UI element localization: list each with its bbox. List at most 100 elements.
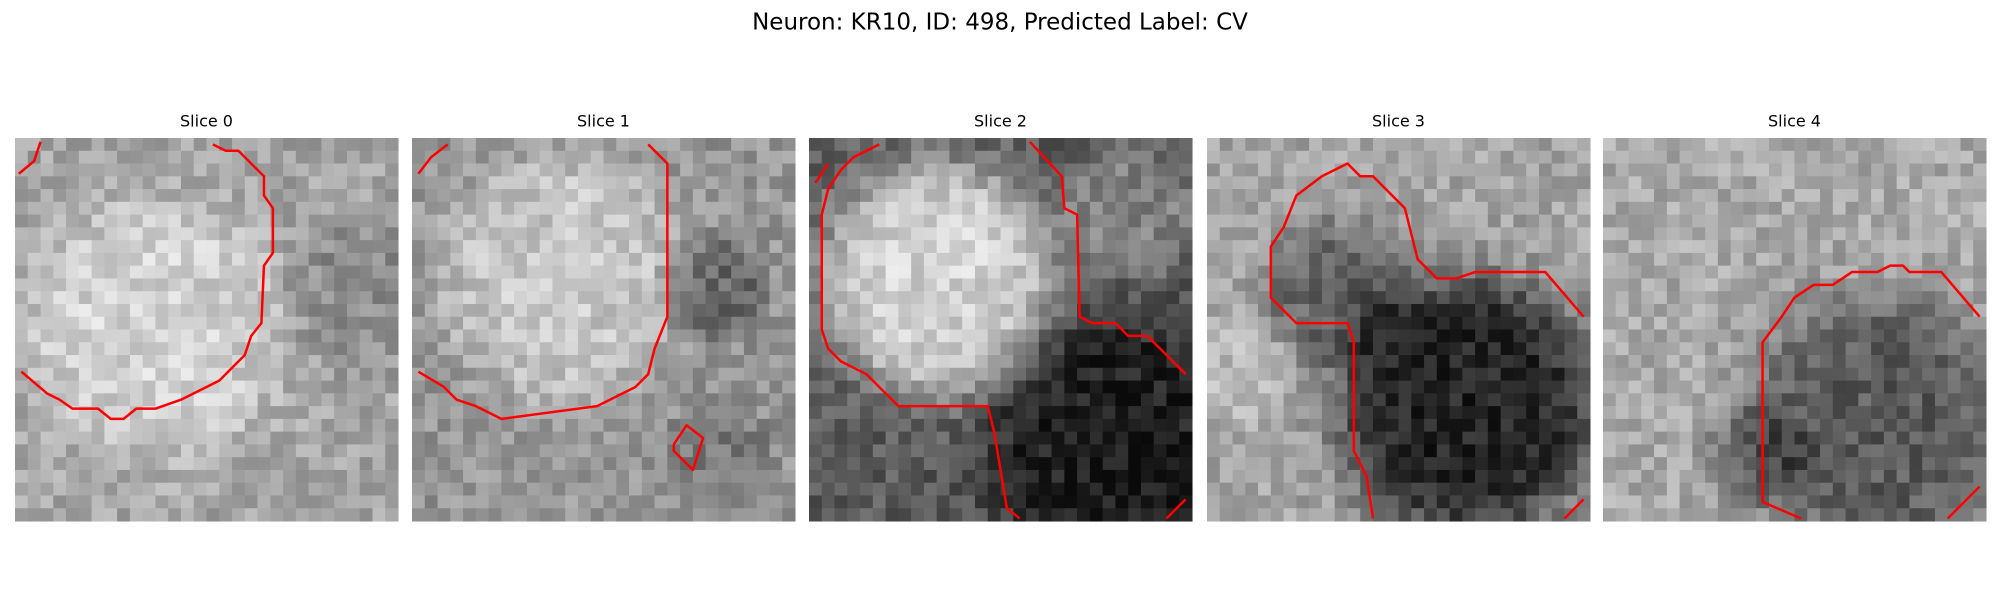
- image-pixel: [680, 163, 694, 177]
- image-pixel: [949, 252, 963, 267]
- image-pixel: [590, 291, 605, 305]
- image-pixel: [860, 163, 874, 177]
- image-pixel: [78, 495, 93, 509]
- image-pixel: [117, 495, 131, 509]
- image-pixel: [936, 380, 950, 394]
- image-pixel: [565, 189, 579, 203]
- image-pixel: [1922, 457, 1936, 471]
- image-pixel: [1807, 508, 1821, 522]
- image-pixel: [1909, 418, 1923, 433]
- image-pixel: [1385, 291, 1400, 305]
- image-pixel: [1922, 329, 1936, 343]
- image-pixel: [1845, 380, 1859, 394]
- image-pixel: [1115, 291, 1129, 305]
- image-pixel: [782, 176, 796, 190]
- image-pixel: [603, 418, 617, 433]
- image-pixel: [821, 176, 836, 190]
- image-pixel: [667, 495, 681, 509]
- image-pixel: [654, 457, 668, 471]
- image-pixel: [577, 176, 592, 190]
- image-pixel: [1424, 393, 1438, 407]
- image-pixel: [193, 457, 208, 471]
- image-pixel: [1820, 355, 1834, 369]
- image-pixel: [590, 150, 605, 165]
- image-pixel: [974, 291, 989, 305]
- image-pixel: [1102, 457, 1116, 471]
- image-pixel: [129, 201, 144, 216]
- image-pixel: [1449, 265, 1463, 279]
- image-pixel: [1896, 252, 1910, 267]
- image-pixel: [1781, 406, 1796, 420]
- image-pixel: [1258, 508, 1272, 522]
- image-pixel: [1372, 316, 1387, 331]
- image-pixel: [1309, 303, 1323, 318]
- image-pixel: [1140, 431, 1155, 445]
- image-pixel: [1245, 252, 1259, 267]
- image-pixel: [923, 482, 938, 496]
- image-pixel: [488, 163, 502, 177]
- image-pixel: [180, 150, 195, 165]
- image-pixel: [629, 508, 643, 522]
- image-pixel: [1128, 495, 1142, 509]
- image-pixel: [1219, 214, 1234, 228]
- image-pixel: [450, 316, 464, 331]
- image-pixel: [1475, 406, 1489, 420]
- image-pixel: [270, 278, 284, 292]
- image-pixel: [718, 469, 732, 484]
- image-pixel: [1411, 457, 1425, 471]
- image-pixel: [974, 495, 989, 509]
- image-pixel: [321, 329, 335, 343]
- image-pixel: [359, 176, 373, 190]
- image-pixel: [180, 214, 195, 228]
- image-pixel: [1013, 469, 1027, 484]
- image-pixel: [450, 278, 464, 292]
- image-pixel: [180, 508, 195, 522]
- image-pixel: [475, 176, 490, 190]
- image-pixel: [1909, 431, 1923, 445]
- image-pixel: [1296, 469, 1310, 484]
- image-pixel: [1487, 367, 1502, 382]
- image-pixel: [1768, 329, 1783, 343]
- image-pixel: [1102, 444, 1116, 458]
- image-pixel: [872, 444, 887, 458]
- image-pixel: [769, 303, 783, 318]
- image-pixel: [641, 380, 656, 394]
- image-pixel: [885, 367, 899, 382]
- image-pixel: [1424, 367, 1438, 382]
- image-pixel: [15, 291, 29, 305]
- image-pixel: [1768, 457, 1783, 471]
- image-pixel: [1883, 163, 1898, 177]
- image-pixel: [692, 406, 707, 420]
- image-pixel: [667, 214, 681, 228]
- image-pixel: [283, 291, 297, 305]
- image-pixel: [155, 316, 169, 331]
- image-pixel: [40, 495, 54, 509]
- image-pixel: [1258, 303, 1272, 318]
- image-pixel: [1064, 189, 1078, 203]
- image-pixel: [1973, 227, 1987, 241]
- image-pixel: [680, 495, 694, 509]
- image-pixel: [898, 138, 912, 152]
- image-pixel: [1883, 303, 1898, 318]
- image-pixel: [1577, 291, 1591, 305]
- image-pixel: [1730, 482, 1744, 496]
- image-pixel: [66, 444, 80, 458]
- image-pixel: [1820, 418, 1834, 433]
- image-pixel: [1973, 380, 1987, 394]
- image-pixel: [1026, 316, 1040, 331]
- image-pixel: [1922, 278, 1936, 292]
- image-pixel: [193, 355, 208, 369]
- image-pixel: [705, 431, 719, 445]
- image-pixel: [923, 380, 938, 394]
- image-pixel: [974, 457, 989, 471]
- image-pixel: [1347, 201, 1361, 216]
- image-pixel: [577, 431, 592, 445]
- image-pixel: [180, 303, 195, 318]
- image-pixel: [1475, 508, 1489, 522]
- image-pixel: [372, 418, 386, 433]
- image-pixel: [1000, 214, 1014, 228]
- image-pixel: [1360, 303, 1374, 318]
- image-pixel: [295, 495, 310, 509]
- image-pixel: [1960, 406, 1974, 420]
- image-pixel: [295, 303, 310, 318]
